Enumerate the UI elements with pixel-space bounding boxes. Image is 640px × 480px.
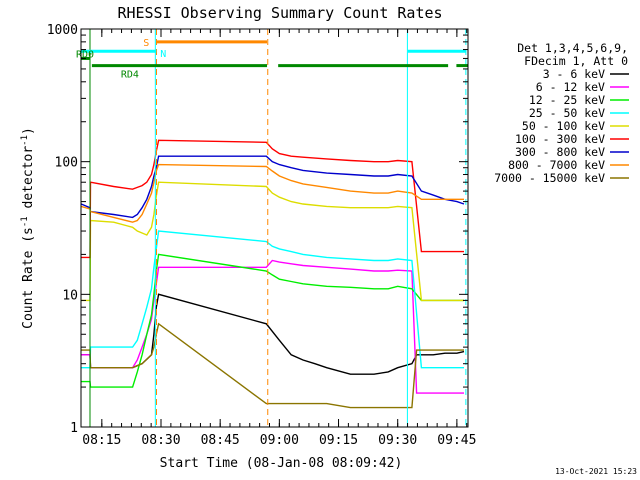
footer-timestamp: 13-Oct-2021 15:23 — [555, 467, 637, 476]
series-line-5 — [81, 139, 464, 259]
y-axis-label-end: ) — [21, 127, 36, 135]
series-line-1 — [81, 259, 464, 394]
flag-label-n: N — [160, 49, 166, 60]
flag-label-rd4: RD4 — [121, 70, 139, 81]
y-axis-label-sup2: -1 — [20, 135, 30, 146]
series-line-7 — [81, 163, 464, 223]
legend-label-2: 12 - 25 keV — [529, 93, 605, 107]
axis-layer: 08:15 08:30 08:45 09:00 09:15 09:30 09:45 1 10 10… — [47, 23, 477, 448]
x-tick-label: 09:30 — [378, 433, 417, 448]
x-axis-label: Start Time (08-Jan-08 08:09:42) — [160, 456, 403, 471]
y-tick-label: 100 — [55, 156, 78, 171]
y-axis-label-mid: detector — [21, 146, 36, 217]
series-layer — [80, 139, 465, 409]
y-tick-label: 1 — [70, 421, 78, 436]
legend-header-line-2: FDecim 1, Att 0 — [524, 54, 628, 68]
series-line-2 — [81, 253, 464, 388]
marker-layer — [89, 29, 467, 427]
y-tick-label: 10 — [62, 288, 78, 303]
y-axis-label-main: Count Rate (s — [21, 227, 36, 329]
x-tick-label: 08:15 — [82, 433, 121, 448]
y-axis-label-sup1: -1 — [20, 216, 30, 227]
legend-label-6: 300 - 800 keV — [515, 145, 605, 159]
x-tick-label: 09:45 — [437, 433, 476, 448]
legend-label-4: 50 - 100 keV — [522, 119, 605, 133]
x-tick-label: 08:45 — [201, 433, 240, 448]
legend-label-3: 25 - 50 keV — [529, 106, 605, 120]
series-line-3 — [81, 230, 464, 369]
legend-label-0: 3 - 6 keV — [543, 67, 605, 81]
legend-label-1: 6 - 12 keV — [536, 80, 605, 94]
x-tick-label: 09:00 — [260, 433, 299, 448]
x-tick-label: 09:15 — [319, 433, 358, 448]
legend-label-8: 7000 - 15000 keV — [494, 171, 605, 185]
series-line-8 — [81, 322, 464, 409]
flag-label-s: S — [143, 38, 149, 49]
legend-label-7: 800 - 7000 keV — [508, 158, 605, 172]
series-line-6 — [80, 155, 465, 219]
legend: Det 1,3,4,5,6,9, FDecim 1, Att 0 3 - 6 k… — [494, 41, 629, 185]
chart-title: RHESSI Observing Summary Count Rates — [117, 4, 442, 22]
flag-label-rd0: RD0 — [76, 49, 94, 60]
y-tick-label: 1000 — [47, 23, 78, 38]
y-axis-label: Count Rate (s-1 detector-1) — [20, 127, 36, 329]
legend-header-line-1: Det 1,3,4,5,6,9, — [517, 41, 628, 55]
flag-layer: SN RD0 RD4 — [76, 38, 468, 81]
x-tick-label: 08:30 — [141, 433, 180, 448]
plot-frame — [80, 28, 469, 428]
series-line-4 — [81, 181, 464, 302]
legend-label-5: 100 - 300 keV — [515, 132, 605, 146]
